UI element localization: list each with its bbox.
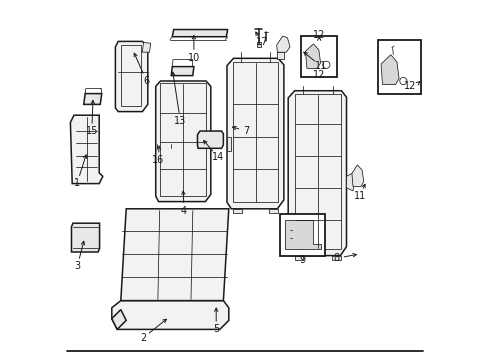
Text: 17: 17: [256, 37, 269, 48]
Text: 10: 10: [188, 53, 200, 63]
Polygon shape: [288, 91, 346, 256]
Polygon shape: [305, 44, 320, 68]
Polygon shape: [257, 42, 261, 47]
Polygon shape: [121, 209, 229, 301]
Text: 9: 9: [299, 255, 306, 265]
Polygon shape: [277, 52, 284, 59]
Polygon shape: [381, 55, 399, 85]
Text: 6: 6: [144, 76, 149, 86]
Polygon shape: [332, 256, 342, 260]
Polygon shape: [84, 94, 102, 104]
Text: 11: 11: [354, 191, 366, 201]
Polygon shape: [285, 220, 320, 249]
Text: 7: 7: [244, 126, 250, 136]
Polygon shape: [171, 67, 194, 76]
Polygon shape: [227, 58, 284, 209]
Polygon shape: [143, 42, 151, 52]
Text: 2: 2: [140, 333, 146, 343]
Polygon shape: [172, 30, 228, 37]
Circle shape: [323, 61, 330, 68]
Polygon shape: [269, 209, 278, 213]
Text: 16: 16: [152, 155, 165, 165]
Text: 12: 12: [313, 69, 325, 80]
Text: 14: 14: [212, 152, 224, 162]
Text: 12: 12: [404, 81, 417, 91]
Bar: [301, 36, 337, 77]
Text: 13: 13: [174, 116, 186, 126]
Polygon shape: [112, 301, 229, 329]
Bar: [280, 214, 325, 256]
Polygon shape: [71, 115, 103, 184]
Polygon shape: [277, 36, 290, 52]
Polygon shape: [346, 173, 355, 191]
Polygon shape: [352, 165, 364, 186]
Polygon shape: [227, 137, 231, 151]
Polygon shape: [156, 81, 211, 202]
Text: 3: 3: [74, 261, 80, 271]
Text: 1: 1: [74, 178, 80, 188]
Polygon shape: [197, 131, 223, 148]
Bar: [378, 40, 421, 94]
Text: 12: 12: [313, 30, 325, 40]
Text: 15: 15: [86, 126, 98, 136]
Polygon shape: [72, 223, 99, 252]
Polygon shape: [156, 148, 172, 156]
Text: 5: 5: [213, 324, 220, 334]
Circle shape: [400, 77, 407, 85]
Polygon shape: [116, 41, 148, 112]
Text: 4: 4: [181, 206, 187, 216]
Text: 8: 8: [333, 253, 339, 264]
Text: 11: 11: [315, 62, 327, 71]
Polygon shape: [112, 310, 126, 329]
Polygon shape: [233, 209, 242, 213]
Polygon shape: [294, 256, 303, 260]
